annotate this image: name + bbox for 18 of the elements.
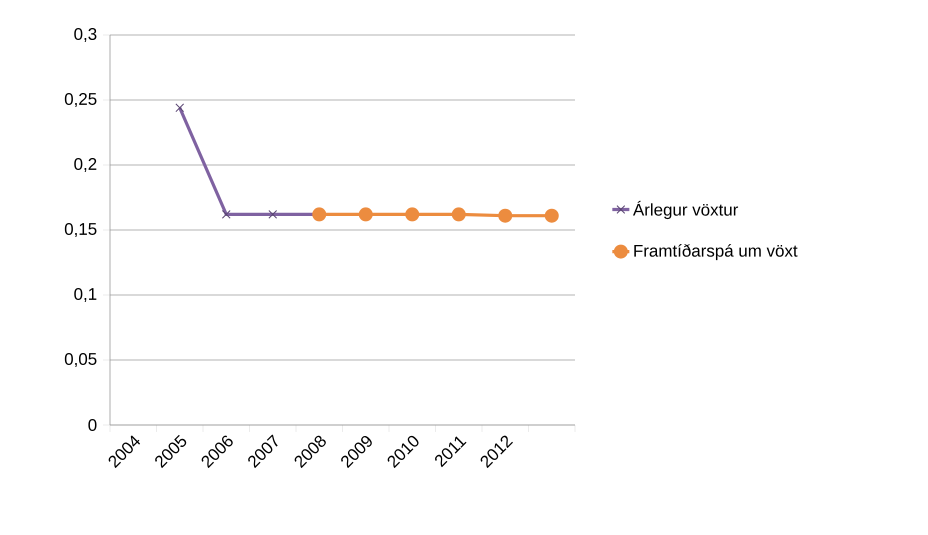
point bbox=[452, 207, 466, 222]
point bbox=[222, 210, 231, 219]
y-tick-label: 0,25 bbox=[64, 93, 96, 107]
y-tick-label: 0,1 bbox=[74, 288, 96, 302]
y-tick-label: 0,15 bbox=[64, 223, 96, 237]
point bbox=[544, 208, 559, 223]
y-tick-label: 0,05 bbox=[64, 353, 96, 367]
legend-label: Árlegur vöxtur bbox=[632, 200, 738, 220]
y-tick-label: 0 bbox=[88, 419, 96, 431]
point bbox=[405, 207, 420, 222]
point bbox=[312, 207, 326, 222]
legend-label: Framtíðarspá um vöxt bbox=[634, 244, 798, 260]
point bbox=[358, 207, 373, 222]
point bbox=[268, 210, 278, 219]
y-tick-label: 0,2 bbox=[74, 158, 96, 172]
point bbox=[498, 208, 512, 223]
point bbox=[175, 103, 184, 112]
y-tick-label: 0,3 bbox=[74, 28, 96, 42]
